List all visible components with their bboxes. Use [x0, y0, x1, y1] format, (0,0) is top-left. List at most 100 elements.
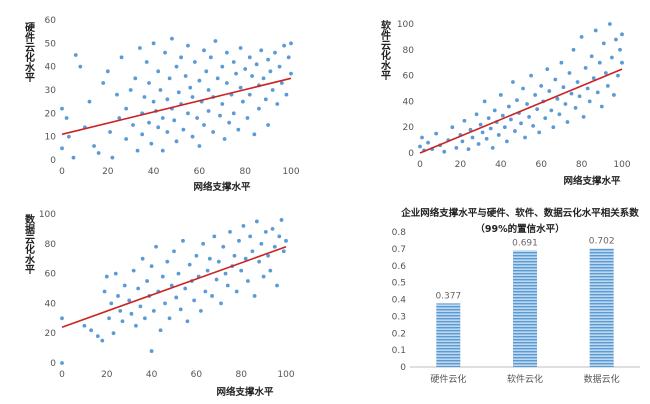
data-point [420, 135, 424, 140]
data-point [218, 113, 222, 118]
data-point [618, 47, 622, 52]
data-point [601, 41, 606, 46]
x-tick-label: 0 [59, 167, 65, 177]
y-tick-label: 100 [39, 210, 56, 220]
data-point [60, 106, 64, 111]
trend-line [61, 77, 292, 136]
x-tick-label: 20 [102, 167, 114, 177]
y-tick-label: 0 [50, 359, 56, 369]
data-point [178, 307, 183, 312]
data-point [525, 102, 529, 106]
data-point [275, 102, 280, 106]
data-point [214, 277, 219, 282]
data-point [174, 64, 179, 69]
data-point [245, 116, 250, 120]
data-point [434, 131, 439, 136]
data-point [92, 144, 96, 148]
data-point [478, 122, 483, 127]
data-point [250, 249, 255, 254]
y-tick-label: 50 [45, 39, 57, 49]
data-point [131, 123, 135, 127]
data-point [165, 130, 170, 134]
data-point [587, 99, 592, 104]
data-point [254, 219, 259, 224]
y-tick-label: 0.1 [392, 346, 406, 356]
data-point [231, 111, 236, 116]
data-point [60, 361, 64, 365]
data-point [284, 92, 289, 97]
data-point [261, 274, 266, 279]
x-tick-label: 100 [277, 370, 294, 380]
data-point [593, 28, 598, 33]
data-point [186, 111, 190, 116]
data-point [174, 139, 179, 144]
y-tick-label: 80 [403, 46, 415, 56]
data-point [480, 130, 485, 135]
y-tick-label: 40 [45, 299, 57, 309]
data-point [137, 46, 142, 50]
data-point [147, 120, 151, 125]
data-point [172, 249, 176, 254]
data-point [115, 92, 119, 97]
data-point [599, 104, 604, 109]
data-point [482, 99, 487, 104]
data-point [149, 141, 154, 146]
data-point [263, 229, 268, 234]
data-point [270, 227, 275, 231]
x-axis-label: 网络支撑水平 [563, 175, 621, 187]
data-point [462, 118, 467, 123]
y-axis-label: 数据云化水平 [23, 213, 36, 275]
data-point [266, 123, 270, 127]
data-point [110, 155, 115, 160]
data-point [73, 53, 78, 57]
data-point [151, 99, 156, 104]
data-point [129, 311, 134, 316]
data-point [221, 244, 226, 249]
trend-line [61, 246, 287, 328]
data-point [160, 148, 165, 153]
data-point [194, 253, 199, 258]
y-tick-label: 30 [45, 86, 57, 96]
bar [513, 250, 537, 367]
data-point [527, 114, 531, 119]
data-point [504, 139, 509, 144]
data-point [205, 268, 210, 273]
data-point [144, 60, 149, 64]
data-point [131, 268, 136, 273]
x-tick-label: 80 [235, 370, 247, 380]
data-point [100, 338, 105, 343]
data-point [277, 64, 282, 69]
data-point [128, 88, 133, 92]
data-point [567, 71, 572, 75]
data-point [215, 76, 220, 81]
x-axis-label: 网络支撑水平 [216, 386, 274, 398]
y-tick-label: 60 [45, 270, 57, 280]
data-point [559, 60, 564, 65]
data-point [167, 316, 172, 321]
y-tick-label: 40 [403, 97, 415, 107]
data-point [281, 249, 286, 254]
y-tick-label: 20 [403, 123, 415, 133]
data-point [60, 146, 64, 151]
data-point [181, 238, 185, 243]
data-point [160, 116, 165, 120]
scatter-panel-hardware: 硬件云化水平 网络支撑水平 0 10 20 30 40 50 60 0 20 40 60 80 100 [23, 16, 300, 193]
data-point [197, 78, 202, 83]
data-point [183, 286, 188, 291]
data-point [247, 92, 252, 97]
data-point [581, 114, 586, 119]
data-point [545, 67, 550, 72]
data-point [142, 316, 147, 321]
y-tick-label: 80 [45, 240, 57, 250]
data-point [181, 127, 186, 132]
data-point [266, 57, 270, 62]
data-point [241, 99, 245, 104]
data-point [289, 41, 293, 46]
data-point [120, 319, 125, 324]
scatter-panel-software: 软件云化水平 网络支撑水平 0 20 40 60 80 100 0 20 40 60 80 100 [379, 19, 631, 187]
data-point [257, 106, 261, 111]
data-point [591, 76, 596, 81]
x-axis-label: 网络支撑水平 [193, 181, 251, 193]
x-tick-label: 0 [417, 160, 423, 170]
bar-value-label: 0.702 [589, 237, 615, 247]
